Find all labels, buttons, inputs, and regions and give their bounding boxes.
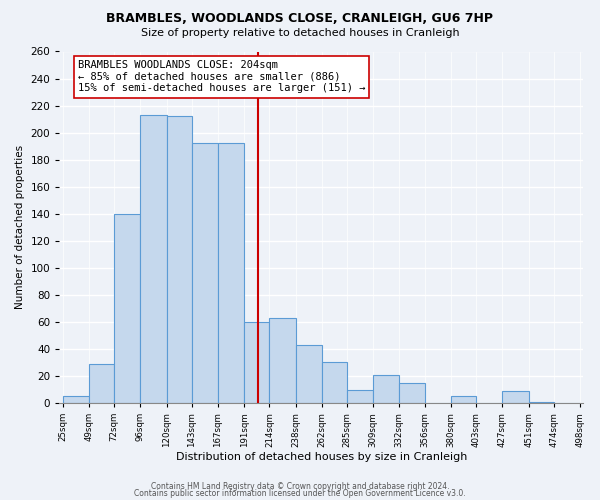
Bar: [269, 318, 296, 403]
Bar: [140, 115, 167, 403]
Bar: [62, 396, 89, 403]
Bar: [218, 144, 244, 403]
Bar: [398, 383, 425, 403]
Bar: [373, 374, 398, 403]
Text: Contains public sector information licensed under the Open Government Licence v3: Contains public sector information licen…: [134, 488, 466, 498]
Text: Size of property relative to detached houses in Cranleigh: Size of property relative to detached ho…: [140, 28, 460, 38]
Bar: [529, 402, 554, 403]
Bar: [347, 390, 373, 403]
X-axis label: Distribution of detached houses by size in Cranleigh: Distribution of detached houses by size …: [176, 452, 467, 462]
Bar: [114, 214, 140, 403]
Text: BRAMBLES WOODLANDS CLOSE: 204sqm
← 85% of detached houses are smaller (886)
15% : BRAMBLES WOODLANDS CLOSE: 204sqm ← 85% o…: [77, 60, 365, 94]
Bar: [192, 144, 218, 403]
Bar: [167, 116, 192, 403]
Bar: [451, 396, 476, 403]
Bar: [244, 322, 269, 403]
Bar: [502, 391, 529, 403]
Y-axis label: Number of detached properties: Number of detached properties: [15, 145, 25, 310]
Bar: [89, 364, 114, 403]
Bar: [296, 345, 322, 403]
Text: BRAMBLES, WOODLANDS CLOSE, CRANLEIGH, GU6 7HP: BRAMBLES, WOODLANDS CLOSE, CRANLEIGH, GU…: [107, 12, 493, 26]
Bar: [322, 362, 347, 403]
Text: Contains HM Land Registry data © Crown copyright and database right 2024.: Contains HM Land Registry data © Crown c…: [151, 482, 449, 491]
